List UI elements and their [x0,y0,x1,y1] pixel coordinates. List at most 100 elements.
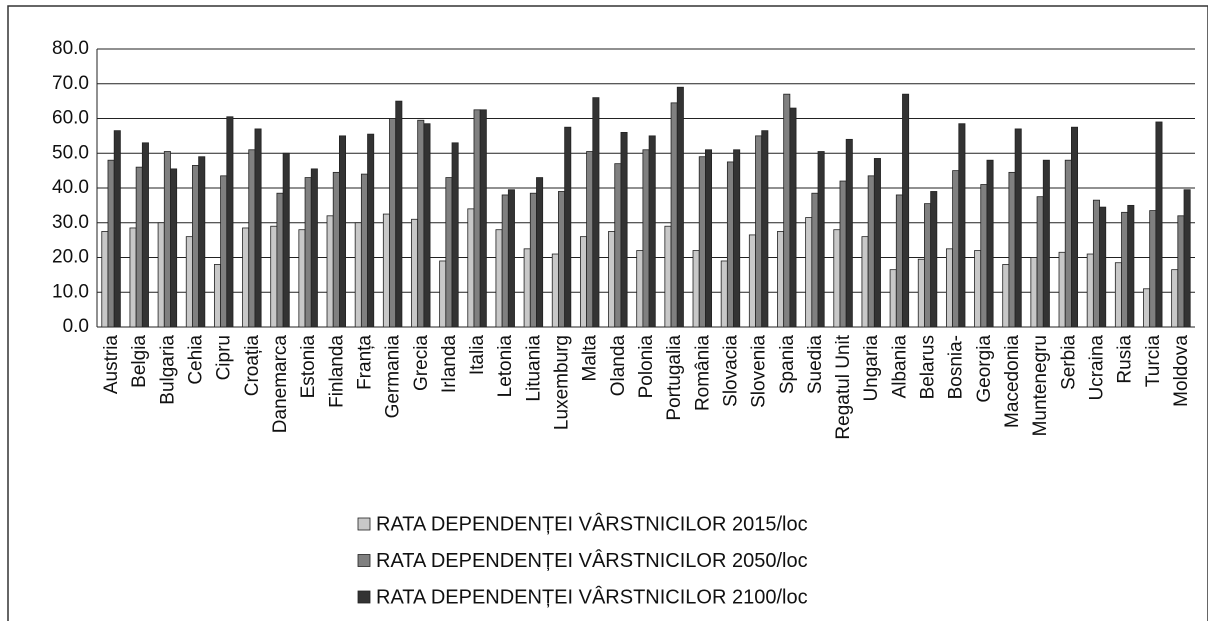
bar [282,152,290,328]
legend-swatch [357,517,371,531]
bar [945,248,953,328]
x-tick-label: Slovenia [749,335,770,408]
x-tick-label: Malta [580,335,601,382]
bar [692,250,700,328]
bar [101,231,109,328]
bar [748,234,756,328]
bar [367,133,375,328]
bar [867,175,875,328]
x-tick-label: Irlanda [439,335,460,394]
bar [439,260,447,328]
y-tick-label: 10.0 [52,281,89,302]
bar [889,269,897,328]
bar [467,208,475,328]
bar [608,231,616,328]
bar [326,215,334,328]
bar [389,118,397,328]
bar [382,213,390,328]
x-tick-label: Danemarca [270,335,291,434]
x-tick-label: Cehia [186,335,207,385]
bar [354,222,362,328]
bar [873,158,881,328]
bar [1155,121,1163,328]
x-tick-label: Spania [777,335,798,395]
bar [332,171,340,328]
bar [213,264,221,328]
bar [529,192,537,328]
x-tick-label: Olanda [608,335,629,397]
bar [564,126,572,328]
bar [1143,288,1151,328]
bar [833,229,841,328]
bar [298,229,306,328]
bar [902,93,910,328]
bar [817,151,825,328]
bar [620,131,628,328]
x-tick-label: Finlanda [326,335,347,408]
bar [185,236,193,328]
x-tick-label: Turcia [1143,335,1164,388]
x-tick-label: Austria [101,335,122,395]
bar [417,119,425,328]
bar [192,165,200,328]
bar [1149,210,1157,328]
x-tick-label: Albania [889,335,910,399]
bar [592,97,600,328]
x-tick-label: Germania [383,335,404,419]
bar [636,250,644,328]
bar [895,194,903,328]
bar [423,123,431,328]
bar [1058,251,1066,328]
x-tick-label: Italia [467,335,488,376]
bar [157,222,165,328]
bar [642,149,650,328]
legend-label: RATA DEPENDENȚEI VÂRSTNICILOR 2015/loc [376,512,808,535]
bar [958,123,966,328]
bar [270,225,278,328]
bar [1002,264,1010,328]
bar [170,168,178,328]
x-tick-label: Grecia [411,335,432,391]
bar [507,189,515,328]
bar [670,102,678,328]
x-tick-label: România [692,335,713,411]
bar [733,149,741,328]
bar [952,170,960,328]
bar [761,130,769,328]
y-tick-label: 60.0 [52,108,89,129]
legend-swatch [357,590,371,604]
y-tick-label: 20.0 [52,247,89,268]
bar [924,203,932,328]
bar [1127,204,1135,328]
x-tick-label: Bosnia- [946,335,967,399]
bar [304,177,312,328]
bar [789,107,797,328]
bar [536,177,544,328]
bar [676,86,684,328]
bar [720,260,728,328]
x-tick-label: Polonia [636,335,657,399]
x-tick-label: Cipru [214,335,235,380]
bar [220,175,228,328]
bar [141,142,149,328]
bar [445,177,453,328]
bar [1121,211,1129,328]
bar [930,191,938,328]
x-tick-label: Muntenegru [1030,335,1051,436]
x-tick-label: Ucraina [1086,335,1107,401]
bar [163,151,171,328]
x-tick-label: Regatul Unit [833,334,854,439]
x-tick-label: Slovacia [720,335,741,407]
bar [586,151,594,328]
y-tick-label: 70.0 [52,73,89,94]
bar [1064,159,1072,328]
bar [339,135,347,328]
x-tick-label: Lituania [523,335,544,402]
bar [1171,269,1179,328]
bar [395,100,403,328]
legend-swatch [357,554,371,567]
bar [1030,257,1038,328]
bar [579,236,587,328]
x-tick-label: Letonia [495,335,516,398]
bar [551,253,559,328]
